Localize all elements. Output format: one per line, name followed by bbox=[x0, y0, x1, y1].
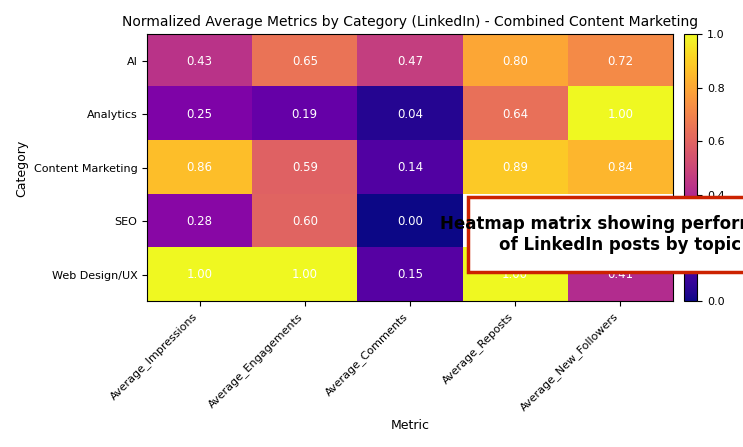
Text: 1.00: 1.00 bbox=[502, 268, 528, 281]
Text: 0.47: 0.47 bbox=[397, 55, 423, 67]
Text: 0.00: 0.00 bbox=[397, 215, 423, 228]
Text: 0.60: 0.60 bbox=[292, 215, 318, 228]
Text: 0.64: 0.64 bbox=[502, 108, 528, 121]
Text: 0.41: 0.41 bbox=[607, 268, 633, 281]
Text: 0.65: 0.65 bbox=[292, 55, 318, 67]
Text: 1.00: 1.00 bbox=[292, 268, 318, 281]
Text: 0.59: 0.59 bbox=[292, 161, 318, 174]
Text: 0.15: 0.15 bbox=[397, 268, 423, 281]
Text: 0.04: 0.04 bbox=[397, 108, 423, 121]
Text: 1.00: 1.00 bbox=[186, 268, 212, 281]
Text: 0.14: 0.14 bbox=[397, 161, 423, 174]
Text: 0.19: 0.19 bbox=[292, 108, 318, 121]
Text: 0.25: 0.25 bbox=[186, 108, 212, 121]
Text: 0.80: 0.80 bbox=[502, 55, 528, 67]
Text: 0.43: 0.43 bbox=[186, 55, 212, 67]
Text: 0.84: 0.84 bbox=[607, 161, 633, 174]
Text: 0.86: 0.86 bbox=[186, 161, 212, 174]
Y-axis label: Category: Category bbox=[15, 139, 28, 197]
Title: Normalized Average Metrics by Category (LinkedIn) - Combined Content Marketing: Normalized Average Metrics by Category (… bbox=[122, 15, 698, 29]
Text: 0.72: 0.72 bbox=[607, 55, 633, 67]
FancyBboxPatch shape bbox=[468, 197, 743, 272]
Text: 1.00: 1.00 bbox=[607, 108, 633, 121]
Text: Heatmap matrix showing performance
of LinkedIn posts by topic: Heatmap matrix showing performance of Li… bbox=[440, 215, 743, 254]
Text: 0.28: 0.28 bbox=[186, 215, 212, 228]
X-axis label: Metric: Metric bbox=[391, 419, 429, 432]
Text: 0.89: 0.89 bbox=[502, 161, 528, 174]
